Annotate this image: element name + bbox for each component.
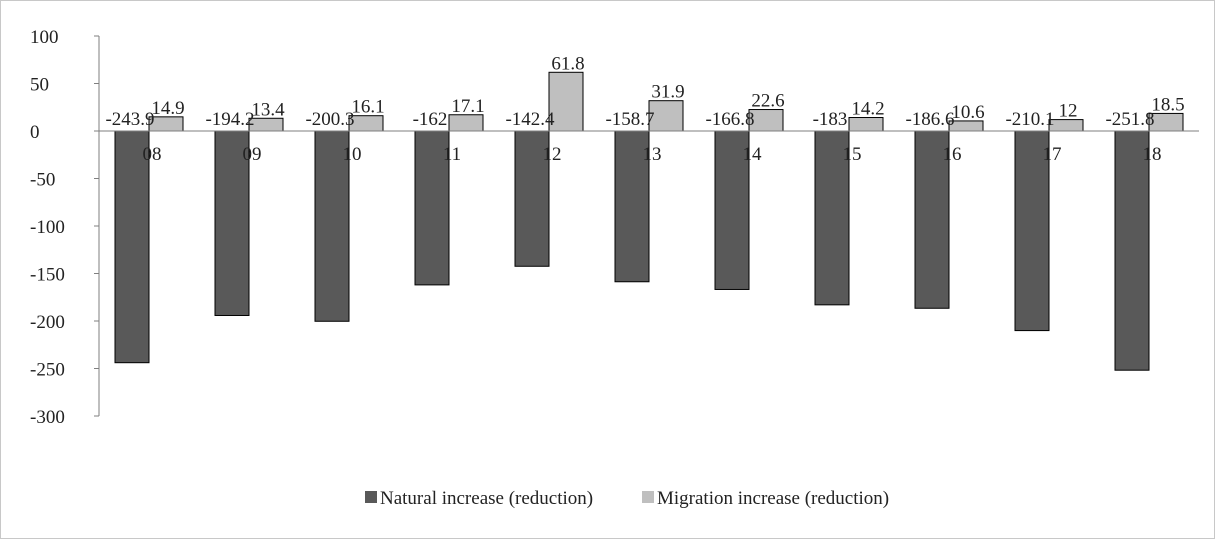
x-tick-label: 10 <box>343 144 362 165</box>
bar-natural-increase <box>1014 130 1050 332</box>
bar-natural-increase <box>414 130 450 286</box>
data-label-migration-increase: 13.4 <box>251 99 285 120</box>
data-label-natural-increase: -200.3 <box>305 109 354 130</box>
legend-swatch <box>365 491 377 503</box>
x-tick-label: 14 <box>743 144 763 165</box>
x-tick-label: 16 <box>943 144 962 165</box>
x-tick-label: 15 <box>843 144 862 165</box>
y-tick-label: -200 <box>30 312 65 333</box>
y-tick-label: 0 <box>30 122 40 143</box>
legend-label: Natural increase (reduction) <box>380 488 593 509</box>
x-tick-label: 09 <box>243 144 262 165</box>
bar-natural-increase <box>914 130 950 309</box>
data-label-natural-increase: -162 <box>413 109 448 130</box>
data-label-natural-increase: -243.9 <box>105 109 154 130</box>
y-tick-label: -100 <box>30 217 65 238</box>
y-tick-label: -50 <box>30 170 55 191</box>
y-axis: 100 50 0 -50 -100 -150 -200 -250 -300 <box>30 27 100 428</box>
bar-natural-increase <box>514 130 550 267</box>
data-label-migration-increase: 61.8 <box>551 53 584 74</box>
legend-swatch <box>642 491 654 503</box>
bar-natural-increase <box>1114 130 1150 371</box>
x-tick-label: 13 <box>643 144 662 165</box>
data-label-migration-increase: 17.1 <box>451 96 484 117</box>
x-tick-label: 11 <box>443 144 461 165</box>
data-label-migration-increase: 31.9 <box>651 82 684 103</box>
bars <box>114 71 1184 371</box>
data-label-migration-increase: 12 <box>1059 101 1078 122</box>
data-label-migration-increase: 10.6 <box>951 102 984 123</box>
data-label-migration-increase: 16.1 <box>351 97 384 118</box>
y-tick-label: -150 <box>30 265 65 286</box>
data-label-natural-increase: -186.6 <box>905 109 954 130</box>
bar-migration-increase <box>648 100 684 132</box>
bar-natural-increase <box>314 130 350 322</box>
legend-label: Migration increase (reduction) <box>657 488 889 509</box>
data-label-migration-increase: 22.6 <box>751 91 784 112</box>
legend: Natural increase (reduction) Migration in… <box>365 488 889 509</box>
x-tick-label: 17 <box>1043 144 1062 165</box>
y-tick-label: -300 <box>30 407 65 428</box>
bar-migration-increase <box>448 114 484 132</box>
y-tick-label: -250 <box>30 360 65 381</box>
bar-natural-increase <box>714 130 750 290</box>
y-tick-label: 100 <box>30 27 59 48</box>
x-tick-label: 18 <box>1143 144 1162 165</box>
bar-natural-increase <box>814 130 850 306</box>
data-label-migration-increase: 18.5 <box>1151 94 1184 115</box>
x-axis: 08 09 10 11 12 13 14 15 16 17 18 <box>99 130 1199 165</box>
data-label-natural-increase: -194.2 <box>205 109 254 130</box>
bar-migration-increase <box>548 71 584 132</box>
bar-natural-increase <box>614 130 650 283</box>
data-label-natural-increase: -142.4 <box>505 109 555 130</box>
data-label-natural-increase: -251.8 <box>1105 109 1154 130</box>
bar-natural-increase <box>214 130 250 316</box>
data-label-natural-increase: -183 <box>813 109 848 130</box>
data-label-migration-increase: 14.2 <box>851 99 884 120</box>
bar-natural-increase <box>114 130 150 364</box>
data-label-migration-increase: 14.9 <box>151 98 184 119</box>
x-tick-label: 12 <box>543 144 562 165</box>
x-tick-label: 08 <box>143 144 162 165</box>
data-label-natural-increase: -210.1 <box>1005 109 1054 130</box>
data-label-natural-increase: -158.7 <box>605 109 654 130</box>
data-label-natural-increase: -166.8 <box>705 109 754 130</box>
bar-migration-increase <box>848 117 884 132</box>
y-tick-label: 50 <box>30 75 49 96</box>
